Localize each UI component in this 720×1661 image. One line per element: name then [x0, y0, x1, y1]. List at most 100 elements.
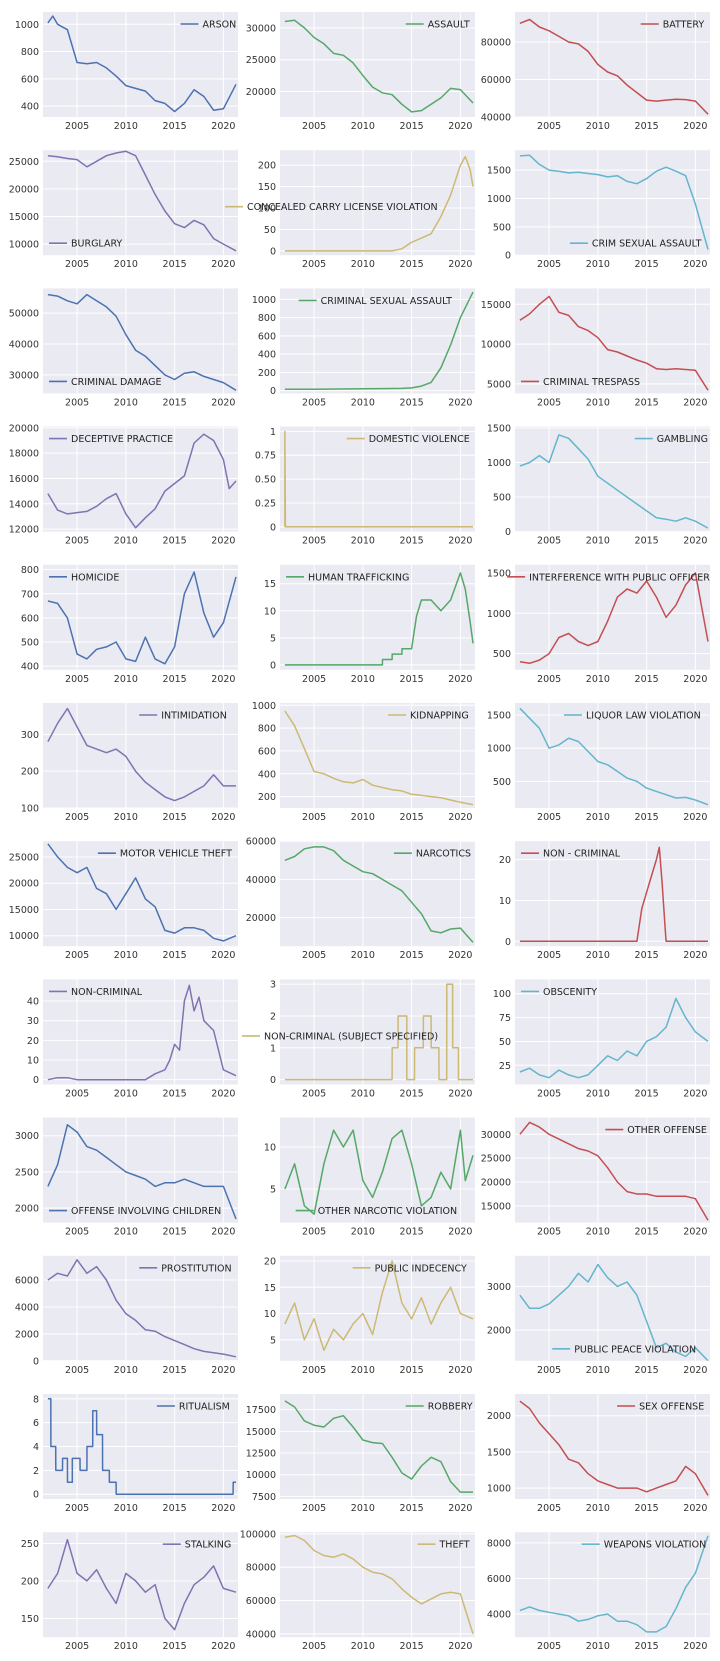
legend-label: CONCEALED CARRY LICENSE VIOLATION [247, 202, 438, 213]
y-tick-label: 0 [505, 251, 511, 262]
panel-battery: 2005 2010 2015 2020 40000 60000 80000 BATTERY [481, 12, 710, 132]
y-tick-label: 6000 [487, 1574, 511, 1585]
y-tick-label: 10 [27, 1056, 39, 1067]
x-tick-label: 2005 [65, 1088, 89, 1099]
panel-homicide: 2005 2010 2015 2020 400 500 600 700 800 HOMICIDE [21, 564, 238, 685]
y-tick-label: 1 [270, 427, 276, 438]
plot-area [43, 1117, 238, 1223]
series-line-deceptive-practice [47, 433, 237, 529]
x-tick-label: 2005 [302, 121, 326, 132]
legend-label: DECEPTIVE PRACTICE [71, 434, 173, 445]
x-tick-label: 2015 [635, 1365, 659, 1376]
y-tick-label: 1000 [487, 1484, 511, 1495]
x-tick-label: 2005 [537, 121, 561, 132]
x-tick-label: 2010 [114, 536, 138, 547]
y-tick-label: 3 [270, 980, 276, 991]
y-tick-label: 800 [258, 724, 276, 735]
y-tick-label: 8000 [487, 1538, 511, 1549]
x-tick-label: 2020 [683, 812, 707, 823]
x-tick-label: 2020 [211, 1503, 235, 1514]
x-tick-label: 2005 [65, 1641, 89, 1652]
legend-label: STALKING [185, 1540, 231, 1551]
y-tick-label: 0 [33, 1075, 39, 1086]
x-tick-label: 2010 [351, 812, 375, 823]
y-tick-label: 5 [270, 633, 276, 644]
x-tick-label: 2015 [400, 812, 424, 823]
x-tick-label: 2020 [448, 1641, 472, 1652]
x-tick-label: 2010 [586, 1503, 610, 1514]
panel-weapons-violation: 2005 2010 2015 2020 4000 6000 8000 WEAPONS VIOL… [487, 1532, 710, 1652]
x-tick-label: 2010 [586, 121, 610, 132]
y-tick-label: 10 [499, 896, 511, 907]
x-tick-label: 2010 [114, 1088, 138, 1099]
panel-stalking: 2005 2010 2015 2020 150 200 250 STALKING [21, 1532, 238, 1652]
x-tick-label: 2005 [65, 397, 89, 408]
plot-area [515, 1117, 710, 1223]
x-tick-label: 2005 [65, 536, 89, 547]
x-tick-label: 2010 [114, 1227, 138, 1238]
y-tick-label: 1000 [252, 295, 276, 306]
x-tick-label: 2005 [537, 1503, 561, 1514]
x-tick-label: 2015 [635, 1641, 659, 1652]
y-tick-label: 800 [258, 313, 276, 324]
x-tick-label: 2020 [448, 812, 472, 823]
legend-label: PUBLIC INDECENCY [375, 1263, 467, 1274]
legend-label: KIDNAPPING [410, 711, 469, 722]
plot-area [280, 564, 475, 670]
x-tick-label: 2005 [65, 812, 89, 823]
x-tick-label: 2020 [683, 1227, 707, 1238]
panel-domestic-violence: 2005 2010 2015 2020 0 0.25 0.50 0.75 1 DOMESTIC V… [255, 426, 475, 547]
y-tick-label: 1000 [487, 194, 511, 205]
x-tick-label: 2015 [400, 121, 424, 132]
y-tick-label: 100 [493, 989, 511, 1000]
panel-prostitution: 2005 2010 2015 2020 0 2000 4000 6000 PROSTITUTIO… [15, 1255, 238, 1376]
panel-motor-vehicle-theft: 2005 2010 2015 2020 10000 15000 20000 25000 MOTO… [9, 841, 238, 961]
y-tick-label: 1500 [487, 710, 511, 721]
y-tick-label: 4000 [15, 1302, 39, 1313]
y-tick-label: 18000 [9, 449, 39, 460]
x-tick-label: 2020 [211, 1088, 235, 1099]
y-tick-label: 0 [270, 660, 276, 671]
panel-robbery: 2005 2010 2015 2020 7500 10000 12500 15000 17500… [246, 1394, 475, 1514]
y-tick-label: 1500 [487, 1447, 511, 1458]
panel-gambling: 2005 2010 2015 2020 0 500 1000 1500 GAMBLING [487, 423, 710, 547]
y-tick-label: 10 [264, 1143, 276, 1154]
x-tick-label: 2020 [683, 536, 707, 547]
series-line-criminal-sexual-assault [284, 291, 474, 391]
legend-label: CRIMINAL DAMAGE [71, 377, 162, 388]
x-tick-label: 2010 [586, 812, 610, 823]
panel-public-indecency: 2005 2010 2015 2020 5 10 15 20 PUBLIC INDECENCY [264, 1255, 475, 1376]
series-line-non-criminal [519, 846, 708, 943]
x-tick-label: 2010 [586, 397, 610, 408]
x-tick-label: 2015 [163, 1503, 187, 1514]
x-tick-label: 2005 [537, 812, 561, 823]
plot-area [43, 150, 238, 256]
y-tick-label: 20000 [9, 423, 39, 434]
y-tick-label: 600 [258, 746, 276, 757]
y-tick-label: 20 [264, 1257, 276, 1268]
series-line-prostitution [47, 1259, 237, 1358]
series-line-ritualism [47, 1398, 236, 1495]
legend-label: OFFENSE INVOLVING CHILDREN [71, 1206, 221, 1217]
y-tick-label: 15000 [481, 1201, 511, 1212]
x-tick-label: 2005 [537, 1641, 561, 1652]
x-tick-label: 2005 [537, 1227, 561, 1238]
panel-interference-with-public-officer: 2005 2010 2015 2020 500 1000 1500 INTERFERENCE … [487, 564, 710, 685]
y-tick-label: 100000 [240, 1529, 276, 1540]
y-tick-label: 60000 [246, 1596, 276, 1607]
y-tick-label: 20000 [246, 87, 276, 98]
panel-offense-involving-children: 2005 2010 2015 2020 2000 2500 3000 OFFENSE INVO… [15, 1117, 238, 1238]
x-tick-label: 2005 [302, 1227, 326, 1238]
series-line-offense-involving-children [47, 1124, 237, 1220]
series-line-burglary [47, 150, 237, 252]
x-tick-label: 2020 [683, 674, 707, 685]
x-tick-label: 2010 [351, 1503, 375, 1514]
y-tick-label: 12000 [9, 525, 39, 536]
y-tick-label: 100 [21, 804, 39, 815]
panel-criminal-damage: 2005 2010 2015 2020 30000 40000 50000 CRIMINAL … [9, 288, 238, 408]
series-line-intimidation [47, 707, 236, 802]
plot-area [43, 288, 238, 394]
y-tick-label: 80000 [246, 1563, 276, 1574]
legend-label: INTERFERENCE WITH PUBLIC OFFICER [529, 572, 710, 583]
y-tick-label: 300 [21, 730, 39, 741]
